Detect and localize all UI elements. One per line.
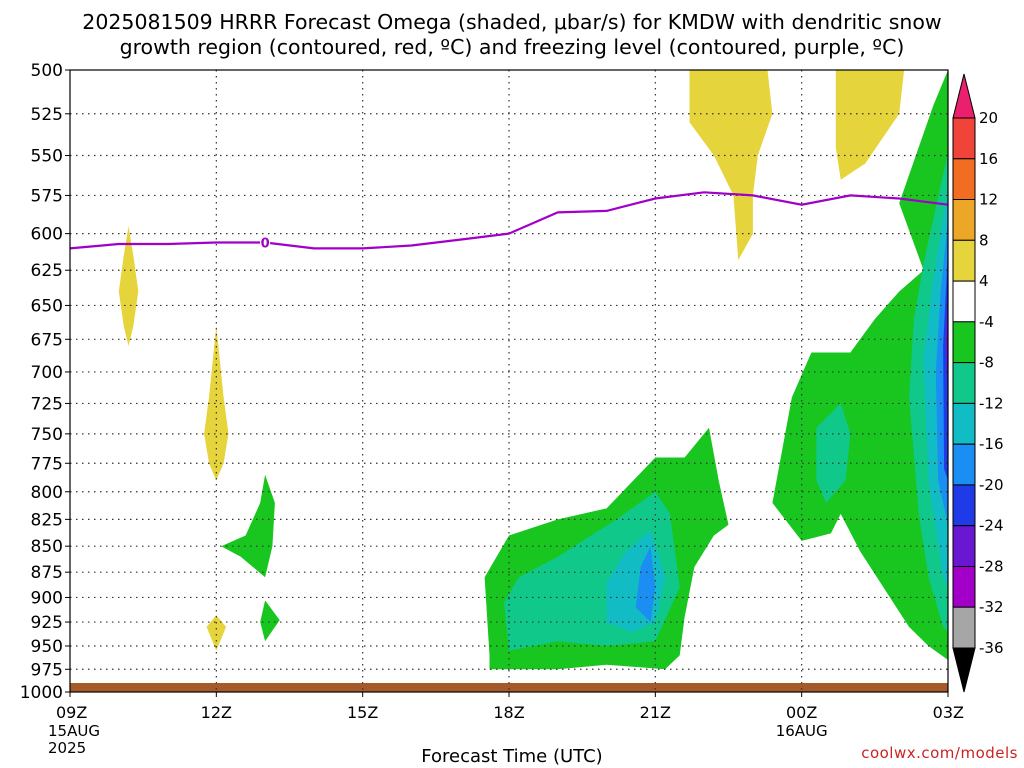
- colorbar-top-triangle: [952, 73, 976, 119]
- omega-region-0: [118, 226, 139, 346]
- omega-region-4: [835, 70, 905, 180]
- colorbar-label: -4: [979, 313, 994, 331]
- freezing-level-line: [69, 191, 949, 250]
- x-tick-label: 09Z: [56, 703, 87, 722]
- x-tick-sublabel: 16AUG: [776, 722, 828, 740]
- colorbar-label: -8: [979, 354, 994, 372]
- x-tick-label: 15Z: [347, 703, 378, 722]
- x-tick-label: 00Z: [786, 703, 817, 722]
- omega-region-10: [816, 403, 851, 503]
- colorbar-segment: [952, 606, 976, 649]
- y-tick-label: 800: [31, 483, 63, 503]
- x-tick-label: 03Z: [933, 703, 964, 722]
- x-axis-title: Forecast Time (UTC): [421, 746, 603, 767]
- freezing-level-label-bg: [260, 234, 271, 251]
- y-tick-label: 650: [31, 296, 63, 316]
- freezing-level-label: 0: [261, 237, 270, 252]
- colorbar-segment: [952, 239, 976, 282]
- y-tick-label: 900: [31, 588, 63, 608]
- omega-region-3: [689, 70, 773, 261]
- y-tick-label: 1000: [20, 683, 63, 703]
- x-tick-label: 21Z: [640, 703, 671, 722]
- omega-region-2: [206, 615, 227, 651]
- x-tick-label: 12Z: [201, 703, 232, 722]
- omega-region-5: [221, 474, 275, 578]
- colorbar-label: -20: [979, 476, 1004, 494]
- colorbar-label: -16: [979, 435, 1004, 453]
- colorbar-bottom-triangle: [952, 647, 976, 693]
- colorbar-label: 12: [979, 191, 998, 209]
- y-tick-label: 525: [31, 105, 63, 125]
- colorbar-segment: [952, 321, 976, 364]
- y-tick-label: 500: [31, 61, 63, 81]
- colorbar-segment: [952, 566, 976, 608]
- colorbar-segment: [952, 525, 976, 568]
- colorbar-label: -32: [979, 598, 1004, 616]
- y-tick-label: 700: [31, 363, 63, 383]
- y-tick-label: 675: [31, 330, 63, 350]
- y-tick-label: 950: [31, 637, 63, 657]
- chart-title-line1: 2025081509 HRRR Forecast Omega (shaded, …: [82, 10, 942, 34]
- y-tick-label: 850: [31, 537, 63, 557]
- colorbar-label: 4: [979, 272, 989, 290]
- colorbar-segment: [952, 199, 976, 241]
- y-tick-label: 925: [31, 613, 63, 633]
- colorbar-segment: [952, 484, 976, 527]
- omega-region-8: [772, 70, 948, 660]
- y-tick-label: 775: [31, 454, 63, 474]
- colorbar-label: -24: [979, 517, 1004, 535]
- x-tick-label: 18Z: [493, 703, 524, 722]
- omega-region-16: [943, 248, 948, 481]
- omega-region-14: [635, 546, 656, 622]
- chart-title-line2: growth region (contoured, red, ºC) and f…: [119, 35, 905, 59]
- omega-region-6: [260, 600, 280, 642]
- colorbar-label: -36: [979, 639, 1004, 657]
- omega-region-1: [204, 325, 229, 481]
- colorbar-segment: [952, 280, 976, 323]
- colorbar-segment: [952, 402, 976, 445]
- colorbar-label: -12: [979, 394, 1004, 412]
- colorbar-label: 8: [979, 231, 989, 249]
- y-tick-label: 825: [31, 510, 63, 530]
- x-tick-sublabel: 2025: [48, 739, 86, 757]
- y-tick-label: 725: [31, 394, 63, 414]
- colorbar-segment: [952, 158, 976, 201]
- colorbar-label: -28: [979, 558, 1004, 576]
- ground-terrain: [70, 683, 948, 692]
- y-tick-label: 600: [31, 225, 63, 245]
- credit-link[interactable]: coolwx.com/models: [861, 744, 1018, 762]
- y-tick-label: 575: [31, 186, 63, 206]
- colorbar-segment: [952, 117, 976, 160]
- y-tick-label: 550: [31, 147, 63, 167]
- y-tick-label: 750: [31, 425, 63, 445]
- x-tick-sublabel: 15AUG: [48, 722, 100, 740]
- y-tick-label: 975: [31, 660, 63, 680]
- y-tick-label: 625: [31, 261, 63, 281]
- colorbar-label: 20: [979, 109, 998, 127]
- colorbar-label: 16: [979, 150, 998, 168]
- colorbar-segment: [952, 362, 976, 404]
- colorbar-segment: [952, 443, 976, 486]
- y-tick-label: 875: [31, 563, 63, 583]
